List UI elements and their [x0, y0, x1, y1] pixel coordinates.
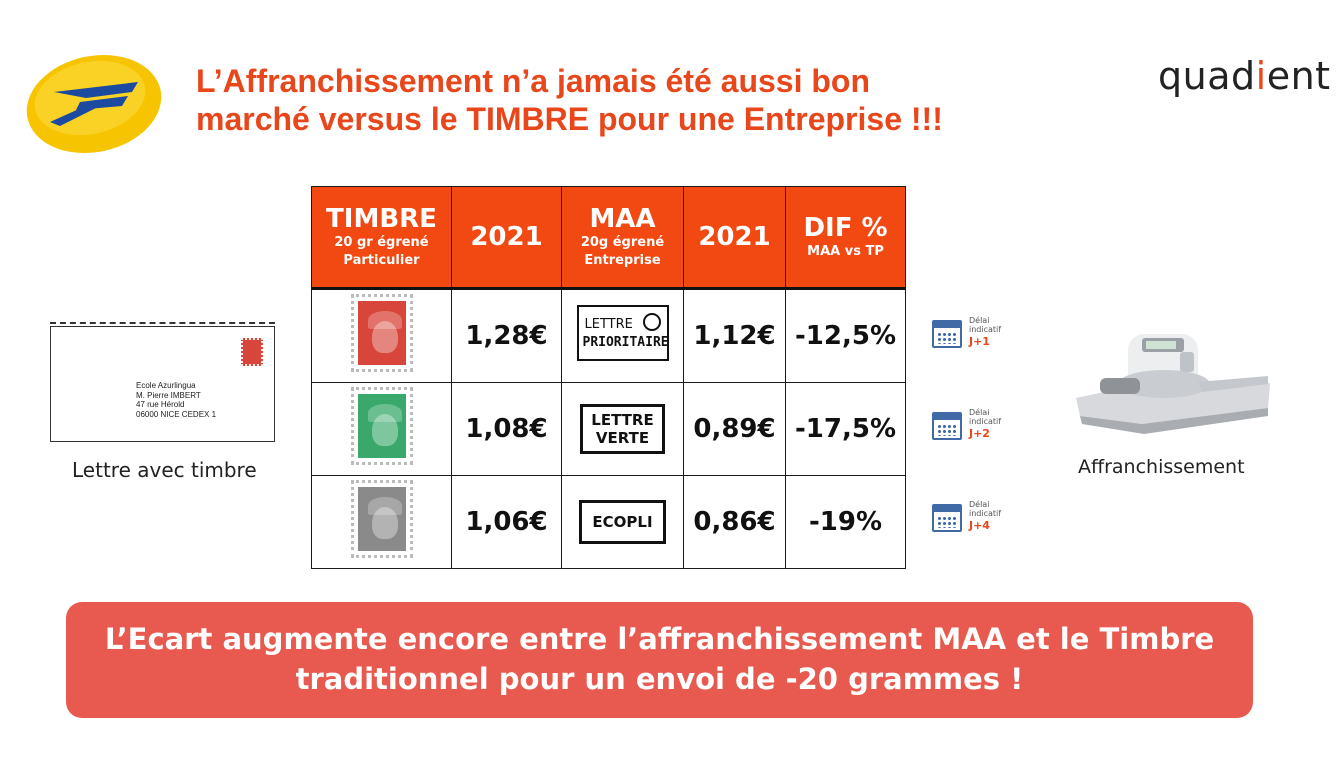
- header-timbre-sub2: Particulier: [343, 253, 420, 268]
- calendar-icon: [932, 412, 962, 440]
- stamp-green-icon: [350, 386, 413, 465]
- stamp-red-icon: [350, 293, 413, 372]
- quadient-logo-part-1: quad: [1158, 54, 1256, 98]
- timbre-price: 1,08€: [451, 382, 562, 476]
- maa-label-line-2: VERTE: [595, 429, 650, 447]
- ecopli-label: ECOPLI: [579, 500, 666, 544]
- address-line: 06000 NICE CEDEX 1: [136, 409, 217, 419]
- header-year-2-label: 2021: [698, 222, 771, 252]
- header-year-1-label: 2021: [470, 222, 543, 252]
- lettre-prioritaire-label: LETTRE PRIORITAIRE: [576, 304, 669, 361]
- envelope: [50, 326, 275, 442]
- la-poste-logo-icon: [26, 54, 162, 154]
- conclusion-banner: L’Ecart augmente encore entre l’affranch…: [66, 602, 1253, 718]
- envelope-caption: Lettre avec timbre: [72, 458, 257, 482]
- delay-indicator: Délai indicatif J+2: [932, 408, 1004, 448]
- maa-label-line-1: ECOPLI: [592, 513, 653, 531]
- maa-price: 1,12€: [683, 288, 786, 383]
- franking-machine-icon: [1076, 334, 1270, 434]
- timbre-price: 1,28€: [451, 288, 562, 383]
- title-line-1: L’Affranchissement n’a jamais été aussi …: [196, 63, 870, 99]
- stamp-grey-icon: [350, 479, 413, 558]
- header-year-1: 2021: [451, 186, 562, 289]
- bird-icon: [642, 312, 661, 331]
- quadient-logo-part-2: ent: [1266, 54, 1331, 98]
- timbre-price: 1,06€: [451, 475, 562, 569]
- quadient-logo: quadient: [1158, 54, 1331, 98]
- table-row: 1,08€ LETTRE VERTE 0,89€ -17,5%: [311, 382, 906, 476]
- delay-value: J+1: [969, 335, 990, 348]
- header-timbre: TIMBRE 20 gr égrené Particulier: [311, 186, 452, 289]
- address-line: Ecole Azurlingua: [136, 381, 196, 390]
- address-line: 47 rue Hérold: [136, 400, 185, 409]
- header-dif-sub: MAA vs TP: [807, 244, 884, 259]
- banner-line-1: L’Ecart augmente encore entre l’affranch…: [104, 622, 1215, 656]
- dif-percent: -17,5%: [785, 382, 906, 476]
- delay-indicator: Délai indicatif J+1: [932, 316, 1004, 356]
- banner-line-2: traditionnel pour un envoi de -20 gramme…: [295, 662, 1024, 696]
- header-maa-title: MAA: [589, 204, 656, 234]
- dif-percent: -12,5%: [785, 288, 906, 383]
- title-line-2: marché versus le TIMBRE pour une Entrepr…: [196, 101, 943, 137]
- delay-value: J+2: [969, 427, 990, 440]
- delay-caption: Délai indicatif: [969, 500, 1002, 518]
- maa-label-line-1: LETTRE: [584, 316, 633, 332]
- maa-price: 0,89€: [683, 382, 786, 476]
- lettre-verte-label: LETTRE VERTE: [580, 404, 665, 454]
- calendar-icon: [932, 320, 962, 348]
- header-dif-title: DIF %: [803, 213, 888, 243]
- maa-label-cell: LETTRE VERTE: [561, 382, 684, 476]
- stamp-cell: [311, 382, 452, 476]
- header-dif: DIF % MAA vs TP: [785, 186, 906, 289]
- address-line: M. Pierre IMBERT: [136, 390, 201, 400]
- quadient-logo-accent: i: [1255, 54, 1267, 98]
- envelope-stamp-icon: [241, 338, 263, 366]
- page-title: L’Affranchissement n’a jamais été aussi …: [196, 62, 1136, 138]
- maa-label-cell: LETTRE PRIORITAIRE: [561, 288, 684, 383]
- maa-price: 0,86€: [683, 475, 786, 569]
- envelope-address: Ecole Azurlingua M. Pierre IMBERT 47 rue…: [136, 381, 216, 419]
- header-maa: MAA 20g égrené Entreprise: [561, 186, 684, 289]
- machine-caption: Affranchissement: [1078, 456, 1245, 478]
- delay-indicator: Délai indicatif J+4: [932, 500, 1004, 540]
- table-row: 1,28€ LETTRE PRIORITAIRE 1,12€ -12,5%: [311, 288, 906, 383]
- maa-label-line-2: PRIORITAIRE: [582, 334, 669, 350]
- maa-label-line-1: LETTRE: [591, 411, 654, 429]
- delay-caption: Délai indicatif: [969, 316, 1002, 334]
- header-timbre-title: TIMBRE: [326, 204, 437, 234]
- table-header-row: TIMBRE 20 gr égrené Particulier 2021 MAA…: [311, 186, 906, 289]
- header-maa-sub1: 20g égrené: [580, 235, 665, 250]
- maa-label-cell: ECOPLI: [561, 475, 684, 569]
- stamp-cell: [311, 288, 452, 383]
- header-timbre-sub1: 20 gr égrené: [334, 235, 429, 250]
- stamp-cell: [311, 475, 452, 569]
- header-maa-sub2: Entreprise: [584, 253, 661, 268]
- delay-value: J+4: [969, 519, 990, 532]
- price-comparison-table: TIMBRE 20 gr égrené Particulier 2021 MAA…: [311, 186, 906, 569]
- delay-caption: Délai indicatif: [969, 408, 1002, 426]
- calendar-icon: [932, 504, 962, 532]
- table-row: 1,06€ ECOPLI 0,86€ -19%: [311, 475, 906, 569]
- envelope-flap: [50, 322, 275, 328]
- header-year-2: 2021: [683, 186, 786, 289]
- dif-percent: -19%: [785, 475, 906, 569]
